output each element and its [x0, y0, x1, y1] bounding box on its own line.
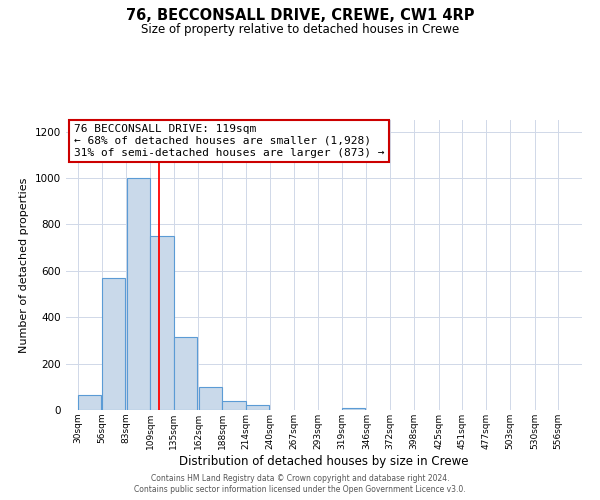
Text: Size of property relative to detached houses in Crewe: Size of property relative to detached ho… [141, 22, 459, 36]
Text: 76, BECCONSALL DRIVE, CREWE, CW1 4RP: 76, BECCONSALL DRIVE, CREWE, CW1 4RP [126, 8, 474, 22]
Bar [102, 278, 125, 410]
Bar [127, 178, 150, 410]
Bar [223, 401, 245, 410]
Text: 76 BECCONSALL DRIVE: 119sqm
← 68% of detached houses are smaller (1,928)
31% of : 76 BECCONSALL DRIVE: 119sqm ← 68% of det… [74, 124, 384, 158]
Bar [342, 408, 365, 410]
Bar [150, 236, 173, 410]
Bar [199, 388, 222, 410]
X-axis label: Distribution of detached houses by size in Crewe: Distribution of detached houses by size … [179, 454, 469, 468]
Text: Contains HM Land Registry data © Crown copyright and database right 2024.
Contai: Contains HM Land Registry data © Crown c… [134, 474, 466, 494]
Bar [246, 406, 269, 410]
Bar [78, 395, 101, 410]
Y-axis label: Number of detached properties: Number of detached properties [19, 178, 29, 352]
Bar [174, 337, 197, 410]
